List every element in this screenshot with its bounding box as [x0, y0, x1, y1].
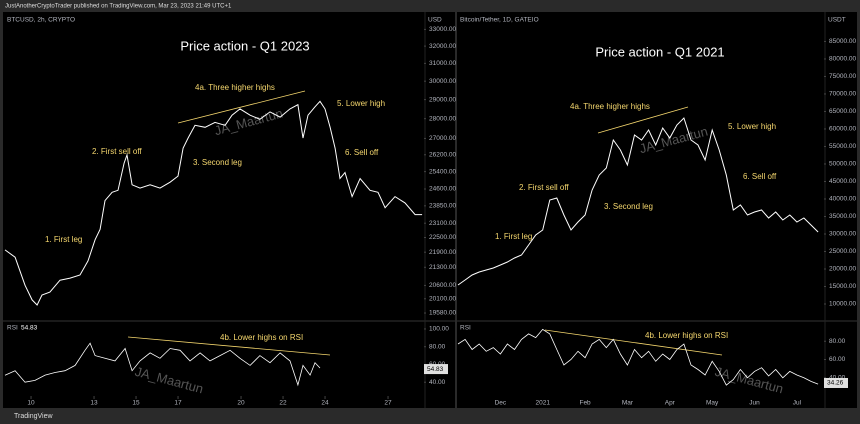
unit: USDT	[828, 17, 846, 24]
y-tick-label: 75000.00	[829, 73, 856, 80]
y-tick-label: 55000.00	[829, 143, 856, 150]
trend-line	[544, 329, 723, 356]
x-tick-label: 10	[27, 400, 35, 407]
trend-line	[597, 106, 689, 134]
y-tick-label: 70000.00	[829, 91, 856, 98]
unit: USD	[428, 17, 442, 24]
y-tick-label: 33000.00	[429, 26, 456, 33]
rsi-tick-label: 80.00	[429, 343, 446, 350]
x-tick-label: 13	[90, 400, 98, 407]
annotation: 2. First sell off	[92, 147, 142, 156]
x-tick-label: Mar	[622, 400, 634, 407]
y-tick-label: 20600.00	[429, 282, 456, 289]
y-tick-label: 35000.00	[829, 213, 856, 220]
x-tick-label: Dec	[495, 400, 507, 407]
y-tick-label: 30000.00	[429, 78, 456, 85]
annotation: 6. Sell off	[345, 148, 379, 157]
rsi-current-box	[424, 364, 448, 375]
y-tick-label: 40000.00	[829, 196, 856, 203]
x-tick-label: May	[706, 400, 719, 407]
annotation: 4a. Three higher highs	[570, 102, 650, 111]
price-line	[4, 100, 423, 306]
y-tick-label: 80000.00	[829, 56, 856, 63]
rsi-tick-label: 40.00	[829, 374, 846, 381]
y-tick-label: 23850.00	[429, 203, 456, 210]
annotation: 5. Lower high	[337, 99, 385, 108]
right-panel	[457, 12, 857, 408]
y-tick-label: 25400.00	[429, 168, 456, 175]
y-tick-label: 28000.00	[429, 115, 456, 122]
annotation: 6. Sell off	[743, 172, 777, 181]
rsi-tick-label: 60.00	[829, 356, 846, 363]
annotation: 1. First leg	[495, 232, 532, 241]
annotation: 3. Second leg	[193, 158, 242, 167]
x-tick-label: 27	[384, 400, 392, 407]
x-tick-label: 22	[279, 400, 287, 407]
chart-title: Price action - Q1 2023	[180, 38, 309, 53]
y-tick-label: 21900.00	[429, 249, 456, 256]
rsi-annotation: 4b. Lower highs on RSI	[645, 331, 728, 340]
rsi-tick-label: 40.00	[429, 379, 446, 386]
x-tick-label: 24	[321, 400, 329, 407]
annotation: 1. First leg	[45, 235, 82, 244]
y-tick-label: 26200.00	[429, 151, 456, 158]
y-tick-label: 20000.00	[829, 266, 856, 273]
x-tick-label: 17	[174, 400, 182, 407]
trend-line	[127, 336, 331, 356]
y-tick-label: 65000.00	[829, 108, 856, 115]
y-tick-label: 19580.00	[429, 310, 456, 317]
rsi-line	[457, 328, 819, 386]
rsi-annotation: 4b. Lower highs on RSI	[220, 333, 303, 342]
price-line	[457, 117, 819, 286]
rsi-tick-label: 80.00	[829, 338, 846, 345]
y-tick-label: 21300.00	[429, 264, 456, 271]
y-tick-label: 30000.00	[829, 231, 856, 238]
y-tick-label: 31000.00	[429, 60, 456, 67]
symbol: Bitcoin/Tether, 1D, GATEIO	[460, 17, 539, 24]
x-tick-label: 15	[132, 400, 140, 407]
rsi-label: RSI	[7, 325, 18, 332]
rsi-tick-label: 100.00	[429, 326, 449, 333]
y-tick-label: 32000.00	[429, 43, 456, 50]
rsi-current-label: 34.26	[827, 380, 844, 387]
x-tick-label: 20	[237, 400, 245, 407]
y-tick-label: 85000.00	[829, 38, 856, 45]
annotation: 5. Lower high	[728, 122, 776, 131]
symbol: BTCUSD, 2h, CRYPTO	[7, 17, 75, 24]
annotation: 3. Second leg	[604, 202, 653, 211]
x-tick-label: Apr	[665, 400, 676, 407]
rsi-current-box	[824, 377, 848, 388]
rsi-value: 54.83	[21, 325, 38, 332]
x-tick-label: Jun	[749, 400, 760, 407]
y-tick-label: 22500.00	[429, 234, 456, 241]
annotation: 2. First sell off	[519, 183, 569, 192]
y-tick-label: 60000.00	[829, 126, 856, 133]
rsi-line	[4, 342, 321, 387]
annotation: 4a. Three higher highs	[195, 83, 275, 92]
y-tick-label: 20100.00	[429, 295, 456, 302]
x-tick-label: 2021	[535, 400, 550, 407]
y-tick-label: 23100.00	[429, 220, 456, 227]
left-panel	[3, 12, 455, 408]
y-tick-label: 45000.00	[829, 178, 856, 185]
rsi-label: RSI	[460, 325, 471, 332]
y-tick-label: 27000.00	[429, 135, 456, 142]
y-tick-label: 24600.00	[429, 186, 456, 193]
chart-title: Price action - Q1 2021	[595, 44, 724, 59]
header: JustAnotherCryptoTrader published on Tra…	[5, 4, 232, 10]
trend-line	[177, 90, 306, 124]
y-tick-label: 25000.00	[829, 248, 856, 255]
y-tick-label: 15000.00	[829, 283, 856, 290]
footer[interactable]: TradingView	[14, 413, 53, 420]
y-tick-label: 29000.00	[429, 96, 456, 103]
x-tick-label: Feb	[579, 400, 591, 407]
x-tick-label: Jul	[793, 400, 802, 407]
y-tick-label: 10000.00	[829, 301, 856, 308]
y-tick-label: 50000.00	[829, 161, 856, 168]
rsi-current-label: 54.83	[427, 366, 444, 373]
